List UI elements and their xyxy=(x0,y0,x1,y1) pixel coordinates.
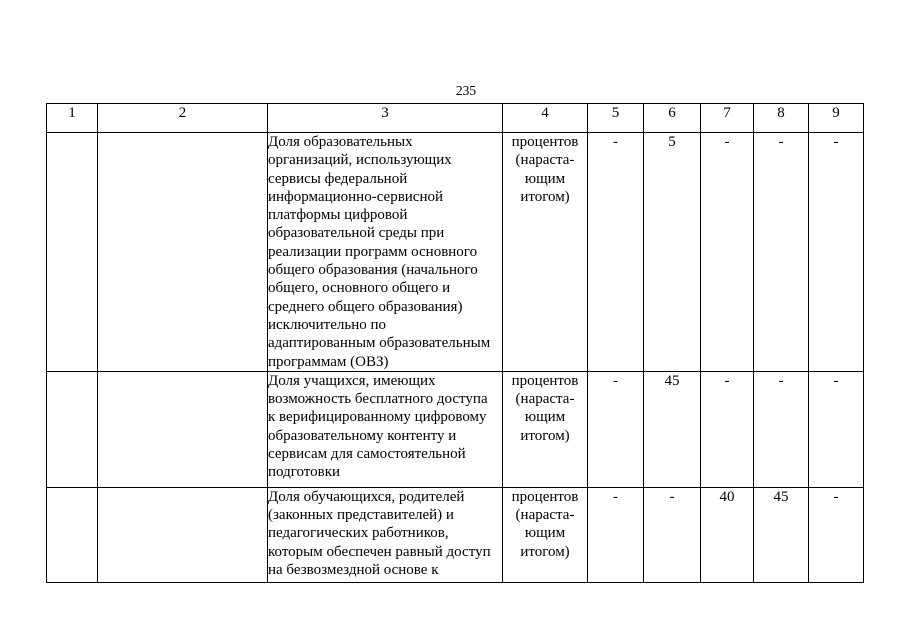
indicator-cell: Доля образовательных организаций, исполь… xyxy=(267,132,503,372)
unit-cell: процентов (нараста- ющим итогом) xyxy=(502,132,588,372)
table-body: 1 2 3 4 5 6 7 8 9 Доля образовательных организаци… xyxy=(46,103,864,583)
page-number: 235 xyxy=(455,83,477,98)
column-header-4: 4 xyxy=(502,103,588,133)
column-header-2: 2 xyxy=(97,103,268,133)
value-cell-col7: - xyxy=(700,370,754,488)
cell-col2 xyxy=(97,370,268,488)
indicator-cell: Доля учащихся, имеющих возможность беспл… xyxy=(267,370,503,488)
column-header-7: 7 xyxy=(700,103,754,133)
cell-col1 xyxy=(46,370,98,488)
indicator-cell: Доля обучающихся, родителей (законных пр… xyxy=(267,486,503,583)
value-cell-col6: 5 xyxy=(643,132,701,372)
unit-cell: процентов (нараста- ющим итогом) xyxy=(502,486,588,583)
cell-col1 xyxy=(46,132,98,372)
value-cell-col6: - xyxy=(643,486,701,583)
cell-col1 xyxy=(46,486,98,583)
table-row: Доля обучающихся, родителей (законных пр… xyxy=(46,486,864,583)
table-row: Доля образовательных организаций, исполь… xyxy=(46,132,864,372)
value-cell-col8: - xyxy=(753,370,809,488)
unit-cell: процентов (нараста- ющим итогом) xyxy=(502,370,588,488)
column-header-8: 8 xyxy=(753,103,809,133)
column-header-6: 6 xyxy=(643,103,701,133)
column-header-5: 5 xyxy=(587,103,644,133)
value-cell-col8: - xyxy=(753,132,809,372)
value-cell-col5: - xyxy=(587,486,644,583)
column-header-3: 3 xyxy=(267,103,503,133)
column-header-1: 1 xyxy=(46,103,98,133)
value-cell-col6: 45 xyxy=(643,370,701,488)
cell-col2 xyxy=(97,132,268,372)
value-cell-col5: - xyxy=(587,132,644,372)
cell-col2 xyxy=(97,486,268,583)
value-cell-col7: - xyxy=(700,132,754,372)
value-cell-col8: 45 xyxy=(753,486,809,583)
value-cell-col9: - xyxy=(808,370,864,488)
table-row: Доля учащихся, имеющих возможность беспл… xyxy=(46,370,864,488)
column-header-9: 9 xyxy=(808,103,864,133)
value-cell-col9: - xyxy=(808,486,864,583)
value-cell-col9: - xyxy=(808,132,864,372)
value-cell-col7: 40 xyxy=(700,486,754,583)
value-cell-col5: - xyxy=(587,370,644,488)
indicators-table: 1 2 3 4 5 6 7 8 9 Доля образовательных организаци… xyxy=(46,103,864,583)
